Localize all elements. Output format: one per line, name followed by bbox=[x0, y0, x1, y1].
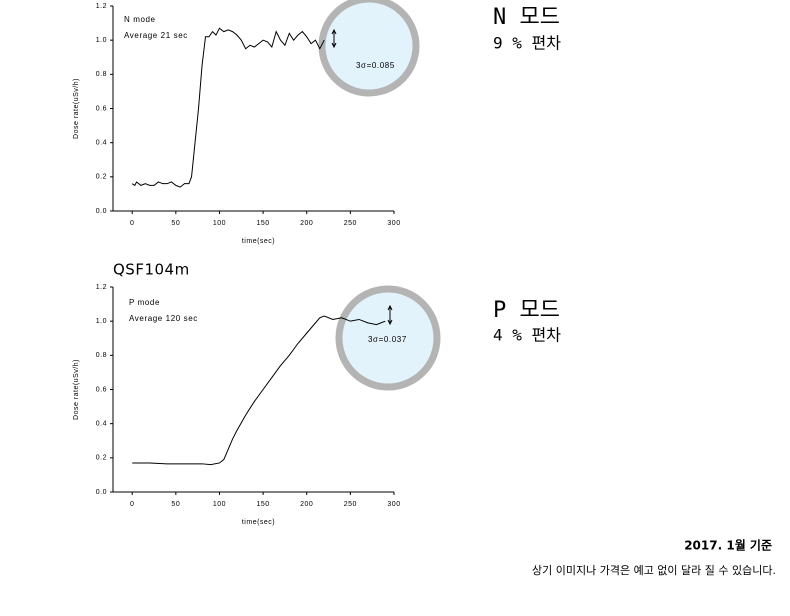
y-tick-label: 1.0 bbox=[96, 37, 107, 44]
y-tick-label: 0.2 bbox=[96, 455, 107, 462]
x-tick-label: 50 bbox=[171, 220, 180, 227]
magnifier bbox=[318, 0, 441, 391]
x-tick-label: 300 bbox=[387, 220, 400, 227]
side-title: N 모드 bbox=[493, 5, 560, 30]
annotation: Average 21 sec bbox=[124, 31, 188, 40]
y-axis-label: Dose rate(uSv/h) bbox=[73, 78, 80, 139]
arrow bbox=[387, 304, 393, 326]
data-line bbox=[132, 315, 386, 466]
x-axis-label: time(sec) bbox=[242, 519, 275, 526]
y-tick-label: 1.2 bbox=[96, 284, 107, 291]
x-tick-label: 150 bbox=[257, 220, 270, 227]
y-tick-label: 0.0 bbox=[96, 208, 107, 215]
annotation: 3σ=0.085 bbox=[356, 61, 395, 70]
x-tick-label: 50 bbox=[171, 501, 180, 508]
x-axis-label: time(sec) bbox=[242, 238, 275, 245]
x-tick-label: 0 bbox=[130, 501, 134, 508]
side-deviation: 4 % 편차 bbox=[493, 326, 561, 345]
x-tick-label: 100 bbox=[213, 220, 226, 227]
x-tick-label: 200 bbox=[300, 220, 313, 227]
y-tick-label: 0.8 bbox=[96, 352, 107, 359]
x-tick-label: 200 bbox=[300, 501, 313, 508]
annotation: P mode bbox=[129, 298, 160, 307]
y-tick-label: 0.6 bbox=[96, 386, 107, 393]
y-tick-label: 0.4 bbox=[96, 140, 107, 147]
y-tick-label: 1.0 bbox=[96, 318, 107, 325]
y-tick-label: 1.2 bbox=[96, 3, 107, 10]
y-tick-label: 0.2 bbox=[96, 174, 107, 181]
x-tick-label: 250 bbox=[344, 220, 357, 227]
x-tick-label: 150 bbox=[257, 501, 270, 508]
data-line bbox=[131, 27, 325, 188]
annotation: Average 120 sec bbox=[129, 314, 198, 323]
x-tick-label: 250 bbox=[344, 501, 357, 508]
side-title: P 모드 bbox=[493, 298, 560, 323]
annotation: 3σ=0.037 bbox=[368, 335, 407, 344]
arrow bbox=[331, 28, 337, 49]
y-tick-label: 0.6 bbox=[96, 105, 107, 112]
footer-disclaimer: 상기 이미지나 가격은 예고 없이 달라 질 수 있습니다. bbox=[532, 564, 776, 577]
x-tick-label: 300 bbox=[387, 501, 400, 508]
side-deviation: 9 % 편차 bbox=[493, 34, 561, 53]
chart-title: QSF104m bbox=[113, 261, 190, 279]
y-axis-label: Dose rate(uSv/h) bbox=[73, 359, 80, 420]
footer-date: 2017. 1월 기준 bbox=[684, 538, 772, 553]
y-tick-label: 0.0 bbox=[96, 489, 107, 496]
x-tick-label: 0 bbox=[130, 220, 134, 227]
y-tick-label: 0.8 bbox=[96, 71, 107, 78]
annotation: N mode bbox=[124, 15, 156, 24]
x-tick-label: 100 bbox=[213, 501, 226, 508]
y-tick-label: 0.4 bbox=[96, 421, 107, 428]
